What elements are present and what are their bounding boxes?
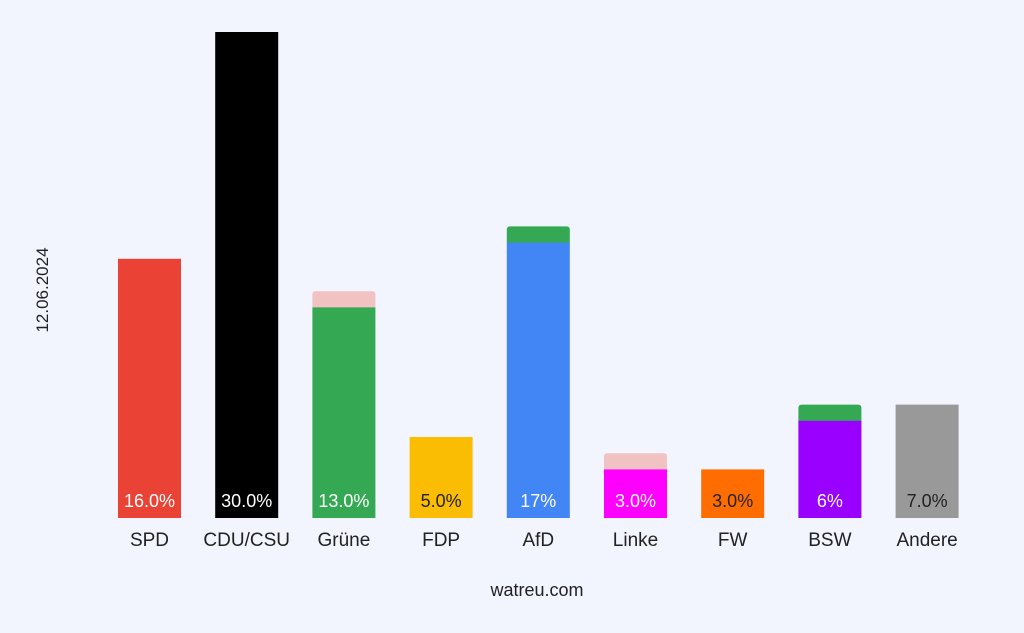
category-label-cdu-csu: CDU/CSU <box>203 530 290 551</box>
bar-change-cap-bsw <box>798 404 862 424</box>
category-label-afd: AfD <box>522 530 554 551</box>
value-label-linke: 3.0% <box>615 491 656 511</box>
bar-change-cap-linke <box>604 453 667 473</box>
bar-fw <box>701 469 765 518</box>
category-label-andere: Andere <box>896 530 957 551</box>
category-label-fw: FW <box>718 530 748 551</box>
category-label-linke: Linke <box>613 530 658 551</box>
bar-andere <box>895 404 959 518</box>
category-label-fdp: FDP <box>422 530 460 551</box>
bar-change-cap-afd <box>506 226 570 246</box>
poll-date-label: 12.06.2024 <box>33 247 52 332</box>
value-label-spd: 16.0% <box>124 491 175 511</box>
category-label-gr-ne: Grüne <box>317 530 370 551</box>
bar-cdu-csu <box>215 32 279 518</box>
bar-linke <box>604 469 667 518</box>
value-label-bsw: 6% <box>817 491 843 511</box>
value-label-cdu-csu: 30.0% <box>221 491 272 511</box>
bar-bsw <box>798 420 862 518</box>
bar-spd <box>118 258 181 518</box>
source-label: watreu.com <box>489 580 583 600</box>
value-label-fw: 3.0% <box>712 491 753 511</box>
value-label-afd: 17% <box>520 491 556 511</box>
value-label-andere: 7.0% <box>907 491 948 511</box>
bar-afd <box>506 242 570 518</box>
category-label-spd: SPD <box>130 530 169 551</box>
value-label-gr-ne: 13.0% <box>318 491 369 511</box>
value-label-fdp: 5.0% <box>421 491 462 511</box>
category-label-bsw: BSW <box>808 530 851 551</box>
bars-group: 16.0% SPD 30.0% CDU/CSU 13.0% Grüne 5.0% FDP 17%… <box>118 32 959 551</box>
bar-gr-ne <box>312 307 376 518</box>
bar-fdp <box>409 437 473 518</box>
bar-change-cap-gr-ne <box>312 291 376 311</box>
